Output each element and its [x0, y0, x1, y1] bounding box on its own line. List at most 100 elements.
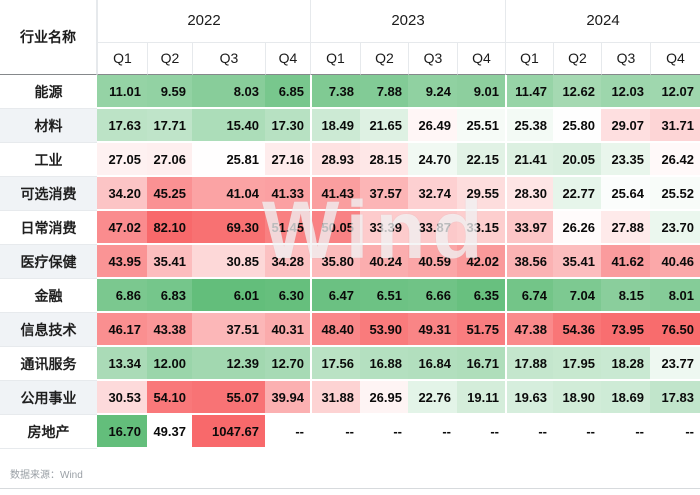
- heatmap-cell: 18.90: [553, 381, 601, 415]
- heatmap-cell: 45.25: [147, 177, 192, 211]
- heatmap-cell: 26.26: [553, 211, 601, 245]
- heatmap-cell: 27.06: [147, 143, 192, 177]
- heatmap-cell: 76.50: [650, 313, 700, 347]
- heatmap-cell: 32.74: [408, 177, 457, 211]
- quarter-header: Q1: [310, 42, 360, 75]
- heatmap-cell: 16.71: [457, 347, 505, 381]
- heatmap-cell: 21.65: [360, 109, 408, 143]
- heatmap-cell: 35.41: [553, 245, 601, 279]
- heatmap-cell: 16.70: [97, 415, 147, 449]
- heatmap-cell: 54.36: [553, 313, 601, 347]
- heatmap-cell: 53.90: [360, 313, 408, 347]
- empty-cell: --: [360, 415, 408, 449]
- heatmap-cell: 26.49: [408, 109, 457, 143]
- heatmap-cell: 30.53: [97, 381, 147, 415]
- empty-cell: --: [505, 415, 553, 449]
- heatmap-cell: 26.42: [650, 143, 700, 177]
- heatmap-cell: 12.07: [650, 75, 700, 109]
- heatmap-cell: 37.57: [360, 177, 408, 211]
- row-label: 日常消费: [0, 211, 97, 245]
- heatmap-cell: 8.15: [601, 279, 650, 313]
- quarter-header: Q2: [360, 42, 408, 75]
- year-header: 2022: [97, 0, 310, 43]
- heatmap-cell: 25.80: [553, 109, 601, 143]
- heatmap-cell: 18.49: [310, 109, 360, 143]
- table-header: 行业名称 2022 2023 2024 Q1 Q2 Q3 Q4 Q1 Q2 Q3 Q4 Q1 Q2 Q3 Q4: [0, 0, 700, 75]
- data-source: 数据来源：Wind: [10, 470, 83, 481]
- heatmap-cell: 9.59: [147, 75, 192, 109]
- heatmap-cell: 50.05: [310, 211, 360, 245]
- heatmap-cell: 73.95: [601, 313, 650, 347]
- heatmap-cell: 69.30: [192, 211, 265, 245]
- heatmap-cell: 47.38: [505, 313, 553, 347]
- heatmap-cell: 35.41: [147, 245, 192, 279]
- heatmap-cell: 40.31: [265, 313, 310, 347]
- table-row: 材料 17.63 17.71 15.40 17.30 18.49 21.65 26.49 25.…: [0, 109, 700, 143]
- quarter-header: Q2: [147, 42, 192, 75]
- heatmap-cell: 17.83: [650, 381, 700, 415]
- table-row: 房地产 16.70 49.37 1047.67 -- -- -- -- -- -- -- -- --: [0, 415, 700, 449]
- heatmap-cell: 27.16: [265, 143, 310, 177]
- empty-cell: --: [408, 415, 457, 449]
- heatmap-cell: 11.01: [97, 75, 147, 109]
- quarter-header: Q1: [97, 42, 147, 75]
- heatmap-cell: 17.95: [553, 347, 601, 381]
- heatmap-cell: 25.51: [457, 109, 505, 143]
- row-label: 材料: [0, 109, 97, 143]
- heatmap-cell: 49.37: [147, 415, 192, 449]
- heatmap-cell: 54.10: [147, 381, 192, 415]
- empty-cell: --: [457, 415, 505, 449]
- heatmap-cell: 41.04: [192, 177, 265, 211]
- heatmap-cell: 19.11: [457, 381, 505, 415]
- heatmap-cell: 43.95: [97, 245, 147, 279]
- heatmap-cell: 38.56: [505, 245, 553, 279]
- heatmap-cell: 13.34: [97, 347, 147, 381]
- table-row: 能源 11.01 9.59 8.03 6.85 7.38 7.88 9.24 9.01 11.47…: [0, 75, 700, 109]
- heatmap-cell: 33.97: [505, 211, 553, 245]
- heatmap-cell: 26.95: [360, 381, 408, 415]
- heatmap-cell: 29.07: [601, 109, 650, 143]
- table-body: 能源 11.01 9.59 8.03 6.85 7.38 7.88 9.24 9.01 11.47…: [0, 75, 700, 449]
- heatmap-cell: 33.39: [360, 211, 408, 245]
- heatmap-cell: 20.05: [553, 143, 601, 177]
- empty-cell: --: [310, 415, 360, 449]
- heatmap-cell: 17.63: [97, 109, 147, 143]
- heatmap-cell: 51.45: [265, 211, 310, 245]
- row-label: 金融: [0, 279, 97, 313]
- heatmap-cell: 18.28: [601, 347, 650, 381]
- heatmap-cell: 40.46: [650, 245, 700, 279]
- quarter-header: Q4: [457, 42, 505, 75]
- row-label: 房地产: [0, 415, 97, 449]
- row-label: 通讯服务: [0, 347, 97, 381]
- quarter-header: Q2: [553, 42, 601, 75]
- heatmap-cell: 6.74: [505, 279, 553, 313]
- heatmap-cell: 7.04: [553, 279, 601, 313]
- heatmap-cell: 25.52: [650, 177, 700, 211]
- heatmap-cell: 25.38: [505, 109, 553, 143]
- heatmap-cell: 16.88: [360, 347, 408, 381]
- corner-header: 行业名称: [0, 0, 97, 75]
- row-label: 可选消费: [0, 177, 97, 211]
- heatmap-cell: 18.69: [601, 381, 650, 415]
- heatmap-cell: 24.70: [408, 143, 457, 177]
- heatmap-cell: 7.88: [360, 75, 408, 109]
- heatmap-cell: 8.03: [192, 75, 265, 109]
- row-label: 医疗保健: [0, 245, 97, 279]
- quarter-header: Q3: [192, 42, 265, 75]
- heatmap-cell: 15.40: [192, 109, 265, 143]
- heatmap-cell: 16.84: [408, 347, 457, 381]
- heatmap-cell: 6.83: [147, 279, 192, 313]
- heatmap-cell: 6.66: [408, 279, 457, 313]
- heatmap-cell: 35.80: [310, 245, 360, 279]
- heatmap-cell: 25.64: [601, 177, 650, 211]
- heatmap-cell: 33.87: [408, 211, 457, 245]
- table-row: 日常消费 47.02 82.10 69.30 51.45 50.05 33.39 33.87 3…: [0, 211, 700, 245]
- heatmap-cell: 25.81: [192, 143, 265, 177]
- heatmap-cell: 29.55: [457, 177, 505, 211]
- bottom-divider: [0, 488, 700, 489]
- heatmap-cell: 41.33: [265, 177, 310, 211]
- quarter-header: Q4: [265, 42, 310, 75]
- sector-heatmap-table: 行业名称 2022 2023 2024 Q1 Q2 Q3 Q4 Q1 Q2 Q3 Q4 Q1 Q2 Q3 Q4…: [0, 0, 700, 449]
- heatmap-cell: 19.63: [505, 381, 553, 415]
